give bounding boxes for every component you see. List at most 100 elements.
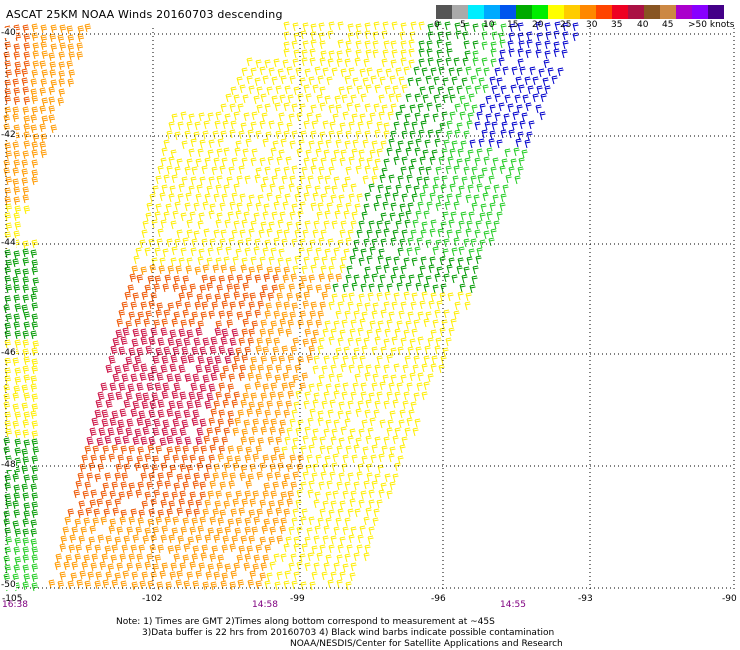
wind-barb [400,57,407,67]
wind-barb [499,49,506,59]
wind-barb [496,211,503,221]
wind-barb [242,282,250,292]
wind-barb [333,390,340,400]
wind-barb [313,256,320,266]
wind-barb [59,543,67,553]
wind-barb [204,534,212,544]
wind-barb [41,97,49,107]
wind-barb [291,517,298,527]
wind-barb [229,301,237,311]
wind-barb [4,420,12,430]
wind-barb [219,165,226,175]
wind-barb [171,390,179,400]
wind-barb [206,427,214,437]
wind-barb [350,94,357,104]
wind-barb [403,257,410,267]
wind-barb [248,401,256,411]
wind-barb [318,22,325,32]
wind-barb [472,57,479,67]
wind-barb [255,59,262,69]
wind-barb [313,535,320,545]
wind-barb [522,94,529,104]
wind-barb [408,165,415,175]
wind-barb [410,21,417,31]
wind-barb [355,337,362,347]
wind-barb [248,266,256,276]
wind-barb [14,457,22,467]
wind-barb [139,372,147,382]
wind-barb [216,246,223,256]
wind-barb [430,67,437,77]
wind-barb [217,453,225,463]
wind-barb [67,43,75,53]
wind-barb [206,356,214,366]
wind-barb [388,93,395,103]
wind-barb [13,321,21,331]
left-swath-barbs [3,23,92,592]
wind-barb [308,140,315,150]
wind-barb [267,328,275,338]
wind-barb [203,472,211,482]
wind-barb [13,87,21,97]
wind-barb [182,554,190,564]
wind-barb [270,320,278,330]
wind-barb [295,67,302,77]
wind-barb [392,399,399,409]
wind-barb [460,140,467,150]
wind-barb [341,463,348,473]
wind-barb [198,562,206,572]
wind-barb [273,553,280,563]
wind-barb [94,544,102,554]
wind-barb [172,454,180,464]
wind-barb [241,219,248,229]
wind-barb [140,436,148,446]
wind-barb [490,41,497,51]
wind-barb [363,337,370,347]
wind-barb [23,131,31,141]
wind-barb [354,508,361,518]
wind-barb [186,257,193,267]
wind-barb [21,177,29,187]
wind-barb [131,265,139,275]
wind-barb [457,291,464,301]
wind-barb [293,49,300,59]
wind-barb [220,103,227,113]
wind-barb [378,453,385,463]
wind-barb [177,193,184,203]
wind-barb [214,426,222,436]
wind-barb [398,419,405,429]
wind-barb [199,418,207,428]
wind-barb [31,546,39,556]
wind-barb [264,544,272,554]
wind-barb [84,481,92,491]
wind-barb [374,129,381,139]
wind-barb [388,453,395,463]
wind-barb [152,355,160,365]
wind-barb [12,392,20,402]
wind-barb [279,318,287,328]
wind-barb [163,174,170,184]
wind-barb [140,472,148,482]
wind-barb [251,426,259,436]
wind-barb [13,124,21,134]
wind-barb [108,453,116,463]
wind-barb [430,329,437,339]
wind-barb [478,138,485,148]
wind-barb [257,300,265,310]
wind-barb [374,336,381,346]
wind-barb [4,266,12,276]
wind-barb [230,570,238,580]
wind-barb [300,581,307,591]
wind-barb [416,382,423,392]
wind-barb [120,580,128,590]
wind-barb [413,355,420,365]
wind-barb [364,266,371,276]
wind-barb [289,140,296,150]
wind-barb [324,185,331,195]
wind-barb [343,210,350,220]
wind-barb [177,121,184,131]
wind-barb [445,165,452,175]
wind-barb [279,211,286,221]
wind-barb [493,220,500,230]
wind-barb [424,345,431,355]
